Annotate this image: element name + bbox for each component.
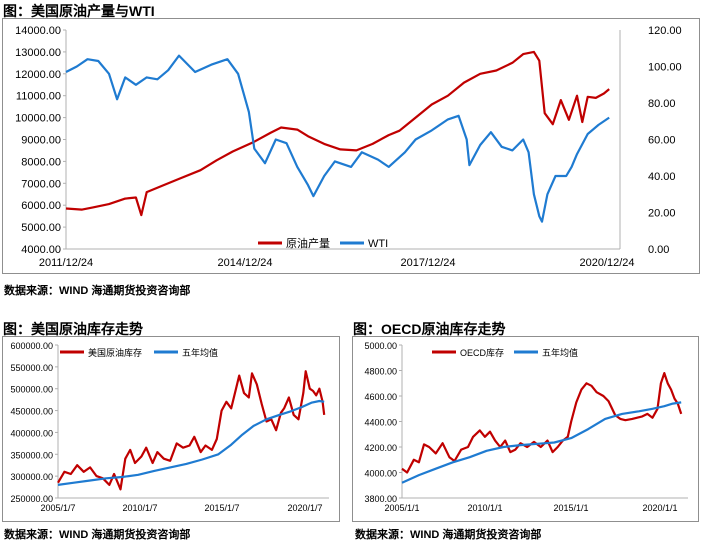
chart1-y-right-tick-label: 120.00 (648, 25, 682, 37)
chart3-y-tick-label: 4200.00 (364, 443, 397, 453)
chart1-y-tick-label: 5000.00 (21, 222, 61, 234)
chart3-y-tick-label: 4800.00 (364, 367, 397, 377)
chart1-y-tick-label: 7000.00 (21, 178, 61, 190)
chart1-y-right-tick-label: 0.00 (648, 244, 669, 256)
chart2-series-0-line (57, 370, 326, 491)
chart3-legend-label: 五年均值 (542, 347, 578, 358)
chart3-x-tick-label: 2020/1/1 (642, 503, 677, 513)
chart1-x-tick-label: 2020/12/24 (579, 257, 634, 269)
chart2-legend-label: 美国原油库存 (88, 347, 142, 358)
chart1-x-tick-label: 2017/12/24 (400, 257, 455, 269)
chart1-y-tick-label: 11000.00 (16, 91, 61, 103)
chart2-series-1-line (57, 399, 325, 486)
chart1-y-tick-label: 13000.00 (15, 47, 61, 59)
chart1-panel (2, 18, 700, 274)
chart3-legend-label: OECD库存 (460, 347, 504, 358)
chart1-legend-label: WTI (368, 238, 388, 250)
chart3-source: 数据来源：WIND 海通期货投资咨询部 (355, 529, 542, 541)
chart3-panel (352, 336, 699, 522)
chart2-source: 数据来源：WIND 海通期货投资咨询部 (4, 529, 191, 541)
chart3-y-tick-label: 5000.00 (364, 341, 397, 351)
chart1-x-tick-label: 2014/12/24 (217, 257, 272, 269)
chart2-y-tick-label: 250000.00 (10, 494, 53, 504)
chart2-y-tick-label: 600000.00 (10, 341, 53, 351)
chart1-legend-label: 原油产量 (286, 236, 330, 250)
chart3-series-1-line (401, 401, 682, 484)
chart1-y-right-tick-label: 100.00 (648, 62, 682, 74)
chart1-y-tick-label: 10000.00 (15, 113, 61, 125)
chart1-y-tick-label: 8000.00 (21, 156, 61, 168)
chart1-x-tick-label: 2011/12/24 (39, 257, 93, 269)
chart3-y-tick-label: 4600.00 (364, 392, 397, 402)
chart1-y-right-tick-label: 80.00 (648, 98, 676, 110)
chart1-y-tick-label: 9000.00 (21, 135, 61, 147)
chart2-legend-label: 五年均值 (182, 347, 218, 358)
chart3-y-tick-label: 4400.00 (364, 418, 397, 428)
chart1-y-tick-label: 4000.00 (21, 244, 61, 256)
chart3-y-tick-label: 4000.00 (364, 469, 397, 479)
chart1-y-tick-label: 6000.00 (21, 200, 61, 212)
chart1-y-right-tick-label: 60.00 (648, 135, 676, 147)
chart1-y-right-tick-label: 20.00 (648, 208, 676, 220)
chart3-x-tick-label: 2015/1/1 (553, 503, 588, 513)
chart1-series-0-line (65, 50, 610, 217)
chart2-y-tick-label: 300000.00 (10, 472, 53, 482)
chart1-y-tick-label: 14000.00 (15, 25, 61, 37)
chart3-series-0-line (401, 372, 683, 474)
chart2-y-tick-label: 550000.00 (10, 363, 53, 373)
chart3-x-tick-label: 2010/1/1 (467, 503, 502, 513)
chart3-x-tick-label: 2005/1/1 (384, 503, 419, 513)
chart2-title: 图：美国原油库存走势 (3, 321, 143, 337)
chart2-x-tick-label: 2010/1/7 (122, 503, 157, 513)
chart1-source: 数据来源：WIND 海通期货投资咨询部 (4, 285, 191, 297)
chart2-y-tick-label: 400000.00 (10, 428, 53, 438)
chart2-x-tick-label: 2015/1/7 (204, 503, 239, 513)
chart1-y-tick-label: 12000.00 (15, 69, 61, 81)
chart2-y-tick-label: 500000.00 (10, 385, 53, 395)
chart2-x-tick-label: 2005/1/7 (40, 503, 75, 513)
chart1-y-right-tick-label: 40.00 (648, 171, 676, 183)
chart2-y-tick-label: 350000.00 (10, 450, 53, 460)
chart2-y-tick-label: 450000.00 (10, 407, 53, 417)
chart1-series-1-line (65, 54, 610, 223)
chart2-x-tick-label: 2020/1/7 (287, 503, 322, 513)
chart3-y-tick-label: 3800.00 (364, 494, 397, 504)
chart3-title: 图：OECD原油库存走势 (353, 321, 506, 337)
chart1-title: 图：美国原油产量与WTI (3, 3, 155, 19)
